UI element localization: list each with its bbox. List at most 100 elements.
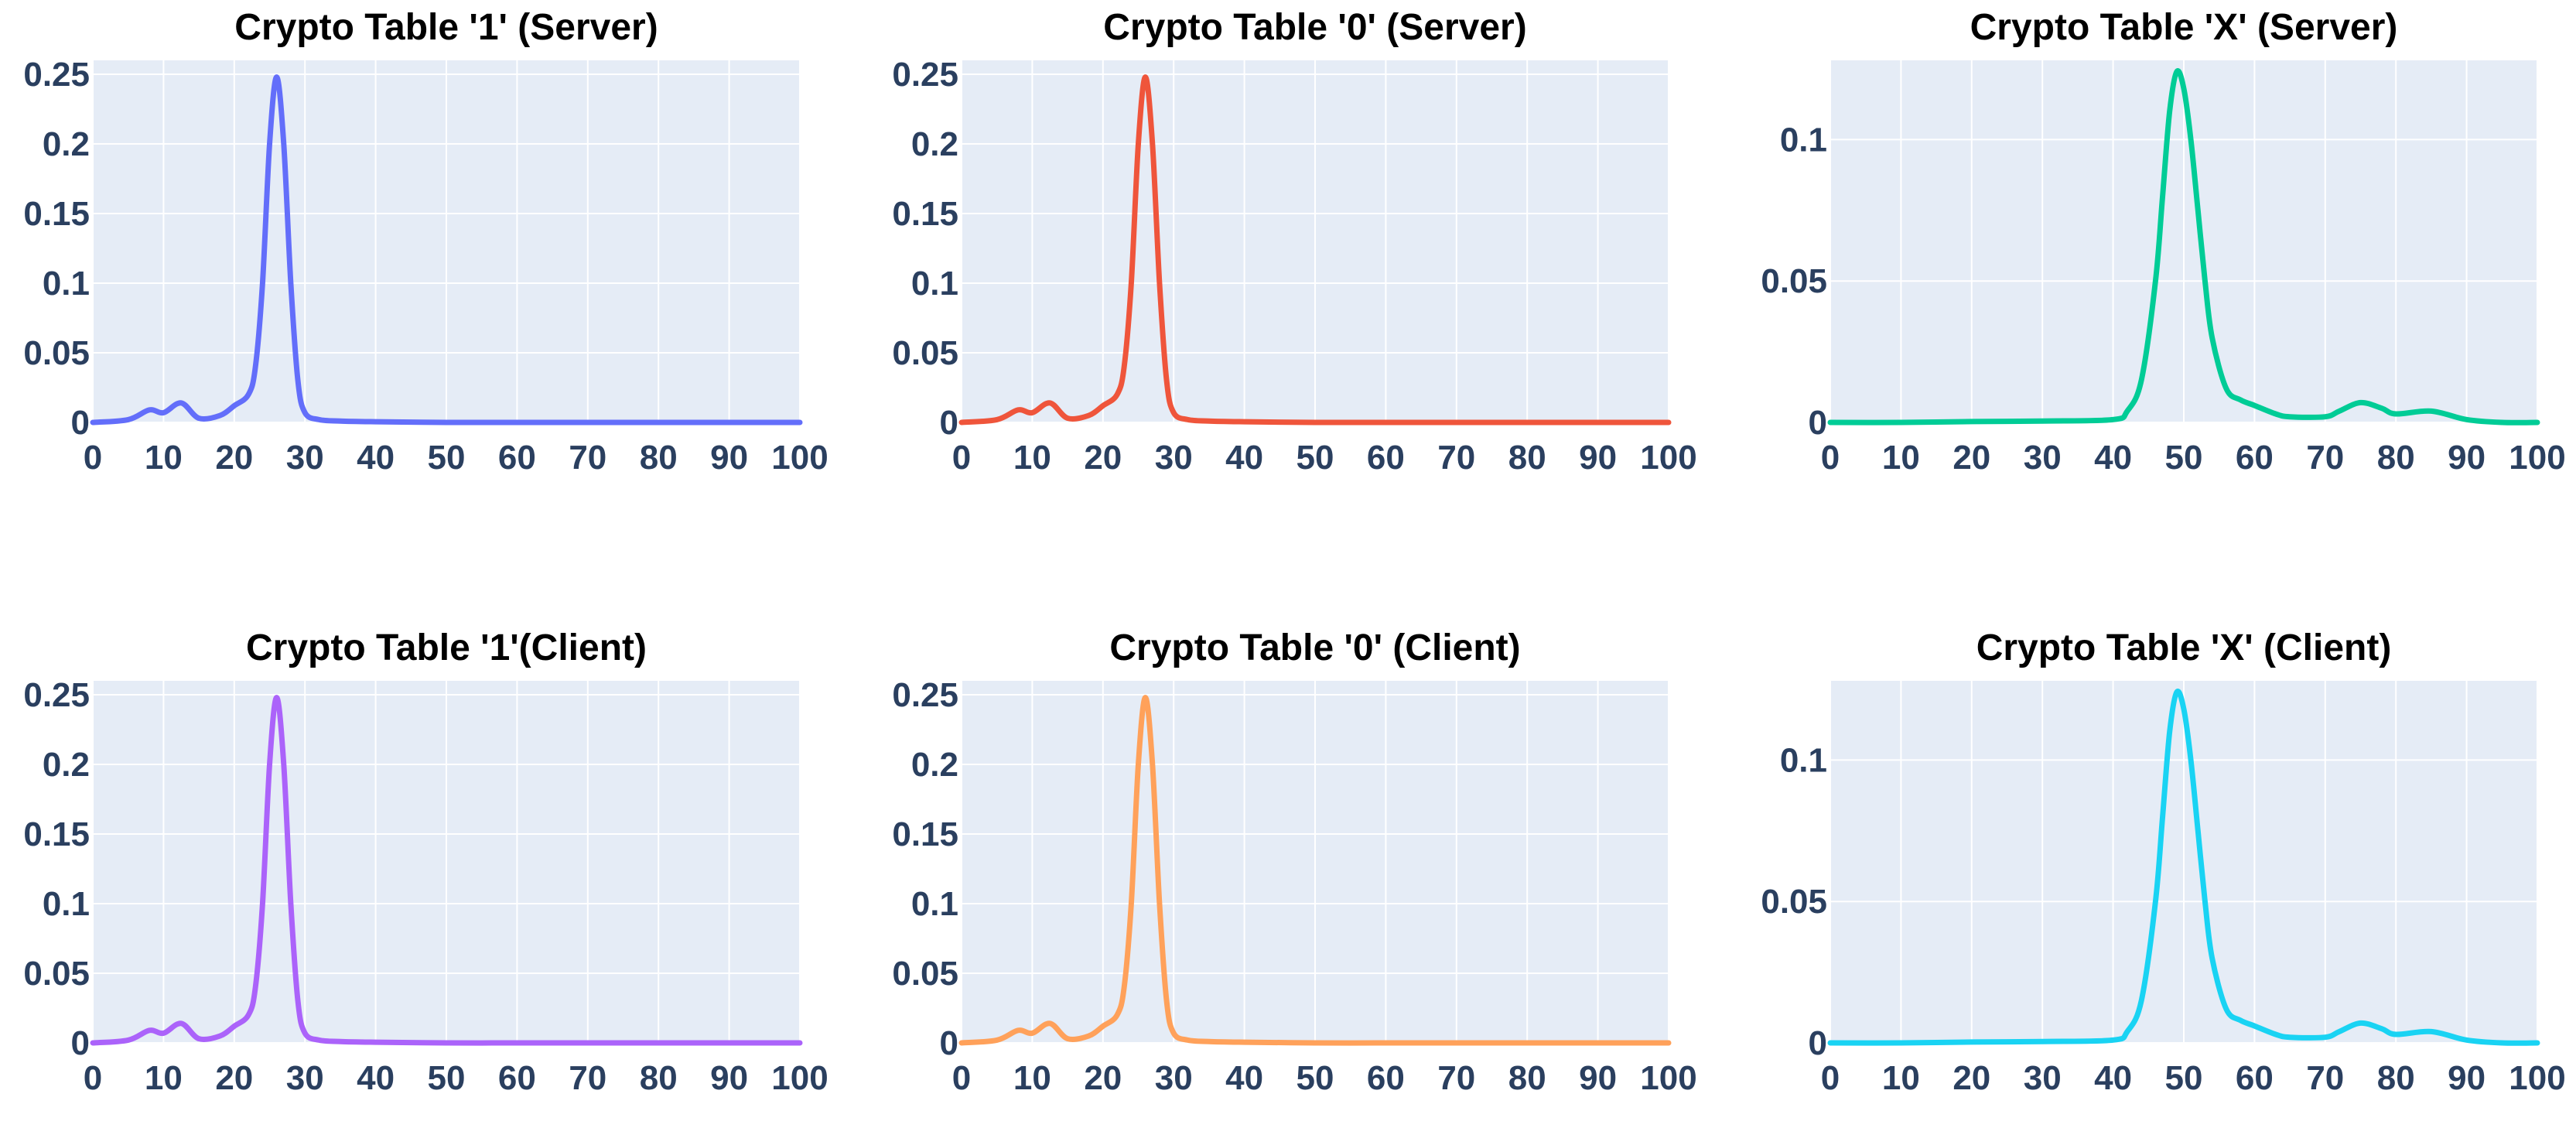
x-tick-label: 80	[2377, 439, 2415, 477]
chart-title: Crypto Table '1'(Client)	[246, 627, 647, 668]
x-tick-label: 100	[771, 1059, 828, 1097]
y-tick-label: 0	[940, 404, 958, 442]
x-tick-label: 0	[84, 439, 102, 477]
y-tick-label: 0.2	[911, 746, 958, 784]
x-tick-label: 50	[1297, 1059, 1334, 1097]
x-tick-label: 40	[2094, 1059, 2132, 1097]
y-tick-label: 0.1	[911, 885, 958, 923]
x-tick-label: 30	[1155, 1059, 1193, 1097]
chart-title: Crypto Table 'X' (Server)	[1970, 7, 2398, 48]
y-tick-label: 0.2	[43, 125, 90, 163]
x-tick-label: 80	[1508, 439, 1546, 477]
x-tick-label: 0	[1821, 439, 1840, 477]
x-tick-label: 40	[1225, 439, 1263, 477]
chart-title: Crypto Table '1' (Server)	[234, 7, 658, 48]
chart-title: Crypto Table 'X' (Client)	[1976, 627, 2392, 668]
y-tick-label: 0.25	[23, 676, 90, 714]
y-tick-label: 0.15	[892, 195, 958, 233]
y-tick-label: 0.1	[43, 885, 90, 923]
y-tick-label: 0.1	[911, 265, 958, 303]
x-tick-label: 30	[1155, 439, 1193, 477]
y-tick-label: 0	[71, 404, 90, 442]
y-tick-label: 0.25	[892, 56, 958, 94]
x-tick-label: 80	[2377, 1059, 2415, 1097]
y-tick-label: 0.05	[1761, 883, 1827, 921]
series-line	[958, 74, 1672, 426]
y-tick-label: 0.05	[1761, 262, 1827, 300]
x-tick-label: 100	[2509, 439, 2565, 477]
x-tick-label: 10	[145, 439, 183, 477]
x-tick-label: 50	[428, 1059, 466, 1097]
y-tick-label: 0.05	[23, 334, 90, 372]
x-tick-label: 50	[428, 439, 466, 477]
y-tick-label: 0.15	[23, 195, 90, 233]
x-tick-label: 70	[2306, 439, 2344, 477]
x-tick-label: 70	[1437, 1059, 1475, 1097]
x-tick-label: 80	[1508, 1059, 1546, 1097]
x-tick-label: 30	[2024, 1059, 2062, 1097]
x-tick-label: 90	[710, 439, 748, 477]
y-tick-label: 0.1	[1780, 741, 1827, 779]
series-line	[90, 74, 803, 426]
x-tick-label: 60	[498, 1059, 536, 1097]
x-tick-label: 30	[286, 439, 324, 477]
y-tick-label: 0	[1809, 404, 1827, 442]
x-tick-label: 10	[1882, 1059, 1920, 1097]
x-tick-label: 80	[640, 439, 678, 477]
y-tick-label: 0.1	[1780, 121, 1827, 159]
x-tick-label: 90	[2448, 439, 2485, 477]
y-tick-label: 0.05	[892, 955, 958, 993]
x-tick-label: 60	[1367, 1059, 1405, 1097]
x-tick-label: 20	[1084, 1059, 1122, 1097]
x-tick-label: 10	[1013, 1059, 1051, 1097]
x-tick-label: 20	[215, 1059, 253, 1097]
chart-title: Crypto Table '0' (Client)	[1109, 627, 1521, 668]
series-line	[1827, 68, 2540, 426]
y-tick-label: 0	[71, 1024, 90, 1062]
x-tick-label: 80	[640, 1059, 678, 1097]
x-tick-label: 100	[1640, 1059, 1696, 1097]
x-tick-label: 90	[710, 1059, 748, 1097]
y-tick-label: 0.2	[911, 125, 958, 163]
x-tick-label: 50	[1297, 439, 1334, 477]
y-tick-label: 0	[1809, 1024, 1827, 1062]
x-tick-label: 0	[84, 1059, 102, 1097]
y-tick-label: 0.1	[43, 265, 90, 303]
chart-title: Crypto Table '0' (Server)	[1103, 7, 1527, 48]
x-tick-label: 20	[215, 439, 253, 477]
y-tick-label: 0.05	[892, 334, 958, 372]
x-tick-label: 40	[1225, 1059, 1263, 1097]
x-tick-label: 40	[357, 1059, 395, 1097]
x-tick-label: 60	[2236, 439, 2274, 477]
x-tick-label: 90	[1579, 1059, 1617, 1097]
x-tick-label: 100	[1640, 439, 1696, 477]
x-tick-label: 20	[1952, 439, 1990, 477]
x-tick-label: 40	[2094, 439, 2132, 477]
x-tick-label: 70	[2306, 1059, 2344, 1097]
y-tick-label: 0.2	[43, 746, 90, 784]
x-tick-label: 20	[1084, 439, 1122, 477]
x-tick-label: 10	[1013, 439, 1051, 477]
x-tick-label: 100	[2509, 1059, 2565, 1097]
y-tick-label: 0.15	[23, 815, 90, 853]
x-tick-label: 50	[2165, 439, 2203, 477]
x-tick-label: 40	[357, 439, 395, 477]
x-tick-label: 0	[952, 1059, 971, 1097]
x-tick-label: 0	[952, 439, 971, 477]
x-tick-label: 60	[1367, 439, 1405, 477]
series-line	[958, 695, 1672, 1046]
x-tick-label: 60	[498, 439, 536, 477]
x-tick-label: 30	[286, 1059, 324, 1097]
y-tick-label: 0.15	[892, 815, 958, 853]
x-tick-label: 70	[569, 1059, 606, 1097]
y-tick-label: 0.25	[23, 56, 90, 94]
x-tick-label: 100	[771, 439, 828, 477]
x-tick-label: 90	[2448, 1059, 2485, 1097]
x-tick-label: 70	[569, 439, 606, 477]
